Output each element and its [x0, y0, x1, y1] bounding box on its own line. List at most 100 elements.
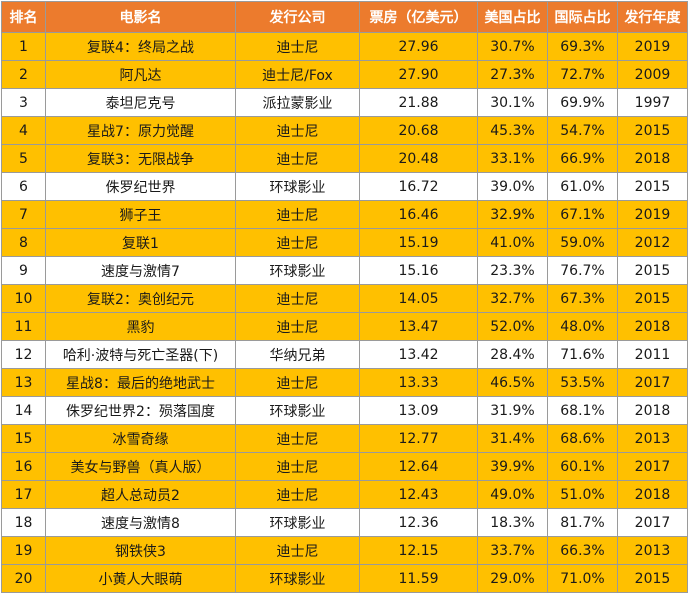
cell-intl-share: 72.7%	[547, 60, 618, 89]
cell-title: 侏罗纪世界	[45, 172, 236, 201]
cell-company: 迪士尼	[235, 480, 360, 509]
cell-rank: 16	[1, 452, 46, 481]
cell-us-share: 28.4%	[477, 340, 548, 369]
cell-title: 复联3：无限战争	[45, 144, 236, 173]
cell-gross: 12.43	[359, 480, 478, 509]
cell-us-share: 30.7%	[477, 32, 548, 61]
header-rank: 排名	[1, 1, 46, 33]
table-row: 10 复联2：奥创纪元 迪士尼 14.05 32.7% 67.3% 2015	[1, 284, 688, 313]
cell-gross: 13.47	[359, 312, 478, 341]
cell-gross: 13.42	[359, 340, 478, 369]
cell-year: 2019	[617, 200, 688, 229]
cell-us-share: 32.9%	[477, 200, 548, 229]
cell-title: 速度与激情8	[45, 508, 236, 537]
cell-title: 复联1	[45, 228, 236, 257]
cell-year: 2015	[617, 116, 688, 145]
cell-intl-share: 67.3%	[547, 284, 618, 313]
cell-us-share: 46.5%	[477, 368, 548, 397]
cell-gross: 27.96	[359, 32, 478, 61]
header-row: 排名 电影名 发行公司 票房（亿美元） 美国占比 国际占比 发行年度	[1, 1, 688, 33]
cell-year: 2015	[617, 256, 688, 285]
cell-us-share: 39.9%	[477, 452, 548, 481]
cell-company: 华纳兄弟	[235, 340, 360, 369]
cell-year: 2011	[617, 340, 688, 369]
cell-gross: 21.88	[359, 88, 478, 117]
cell-company: 派拉蒙影业	[235, 88, 360, 117]
cell-rank: 6	[1, 172, 46, 201]
cell-gross: 15.19	[359, 228, 478, 257]
header-title: 电影名	[45, 1, 236, 33]
cell-gross: 13.33	[359, 368, 478, 397]
cell-gross: 14.05	[359, 284, 478, 313]
cell-company: 迪士尼	[235, 144, 360, 173]
cell-intl-share: 51.0%	[547, 480, 618, 509]
cell-company: 迪士尼	[235, 312, 360, 341]
table-row: 7 狮子王 迪士尼 16.46 32.9% 67.1% 2019	[1, 200, 688, 229]
table-row: 5 复联3：无限战争 迪士尼 20.48 33.1% 66.9% 2018	[1, 144, 688, 173]
table-row: 17 超人总动员2 迪士尼 12.43 49.0% 51.0% 2018	[1, 480, 688, 509]
cell-rank: 3	[1, 88, 46, 117]
cell-intl-share: 69.9%	[547, 88, 618, 117]
table-body: 1 复联4：终局之战 迪士尼 27.96 30.7% 69.3% 2019 2 阿凡达 迪士尼/F…	[1, 32, 688, 593]
cell-title: 钢铁侠3	[45, 536, 236, 565]
cell-year: 2012	[617, 228, 688, 257]
table-row: 13 星战8：最后的绝地武士 迪士尼 13.33 46.5% 53.5% 2017	[1, 368, 688, 397]
header-gross: 票房（亿美元）	[359, 1, 478, 33]
cell-year: 2015	[617, 284, 688, 313]
table-row: 19 钢铁侠3 迪士尼 12.15 33.7% 66.3% 2013	[1, 536, 688, 565]
cell-company: 迪士尼	[235, 284, 360, 313]
cell-intl-share: 54.7%	[547, 116, 618, 145]
cell-us-share: 31.4%	[477, 424, 548, 453]
cell-gross: 16.72	[359, 172, 478, 201]
cell-year: 2018	[617, 144, 688, 173]
cell-gross: 13.09	[359, 396, 478, 425]
cell-gross: 12.36	[359, 508, 478, 537]
table-row: 11 黑豹 迪士尼 13.47 52.0% 48.0% 2018	[1, 312, 688, 341]
cell-gross: 20.48	[359, 144, 478, 173]
cell-us-share: 23.3%	[477, 256, 548, 285]
cell-us-share: 41.0%	[477, 228, 548, 257]
table-row: 16 美女与野兽（真人版） 迪士尼 12.64 39.9% 60.1% 2017	[1, 452, 688, 481]
cell-gross: 12.15	[359, 536, 478, 565]
cell-title: 复联2：奥创纪元	[45, 284, 236, 313]
cell-rank: 1	[1, 32, 46, 61]
cell-year: 2009	[617, 60, 688, 89]
cell-company: 迪士尼	[235, 228, 360, 257]
cell-company: 迪士尼	[235, 536, 360, 565]
cell-company: 环球影业	[235, 396, 360, 425]
header-intl-share: 国际占比	[547, 1, 618, 33]
cell-company: 环球影业	[235, 564, 360, 593]
cell-rank: 7	[1, 200, 46, 229]
cell-rank: 12	[1, 340, 46, 369]
table-row: 2 阿凡达 迪士尼/Fox 27.90 27.3% 72.7% 2009	[1, 60, 688, 89]
cell-title: 超人总动员2	[45, 480, 236, 509]
cell-rank: 2	[1, 60, 46, 89]
cell-intl-share: 68.1%	[547, 396, 618, 425]
cell-company: 环球影业	[235, 508, 360, 537]
cell-year: 2018	[617, 396, 688, 425]
cell-us-share: 39.0%	[477, 172, 548, 201]
cell-us-share: 30.1%	[477, 88, 548, 117]
cell-year: 2018	[617, 312, 688, 341]
cell-rank: 15	[1, 424, 46, 453]
cell-year: 2019	[617, 32, 688, 61]
cell-intl-share: 59.0%	[547, 228, 618, 257]
cell-us-share: 29.0%	[477, 564, 548, 593]
cell-us-share: 45.3%	[477, 116, 548, 145]
cell-intl-share: 71.0%	[547, 564, 618, 593]
cell-company: 迪士尼	[235, 116, 360, 145]
cell-rank: 11	[1, 312, 46, 341]
table-row: 15 冰雪奇缘 迪士尼 12.77 31.4% 68.6% 2013	[1, 424, 688, 453]
table-row: 9 速度与激情7 环球影业 15.16 23.3% 76.7% 2015	[1, 256, 688, 285]
cell-year: 2017	[617, 508, 688, 537]
box-office-table: 排名 电影名 发行公司 票房（亿美元） 美国占比 国际占比 发行年度 1 复联4：…	[1, 1, 688, 593]
cell-intl-share: 67.1%	[547, 200, 618, 229]
cell-rank: 14	[1, 396, 46, 425]
cell-year: 2013	[617, 424, 688, 453]
table-row: 20 小黄人大眼萌 环球影业 11.59 29.0% 71.0% 2015	[1, 564, 688, 593]
cell-us-share: 32.7%	[477, 284, 548, 313]
cell-gross: 27.90	[359, 60, 478, 89]
table-row: 1 复联4：终局之战 迪士尼 27.96 30.7% 69.3% 2019	[1, 32, 688, 61]
cell-rank: 13	[1, 368, 46, 397]
cell-rank: 17	[1, 480, 46, 509]
